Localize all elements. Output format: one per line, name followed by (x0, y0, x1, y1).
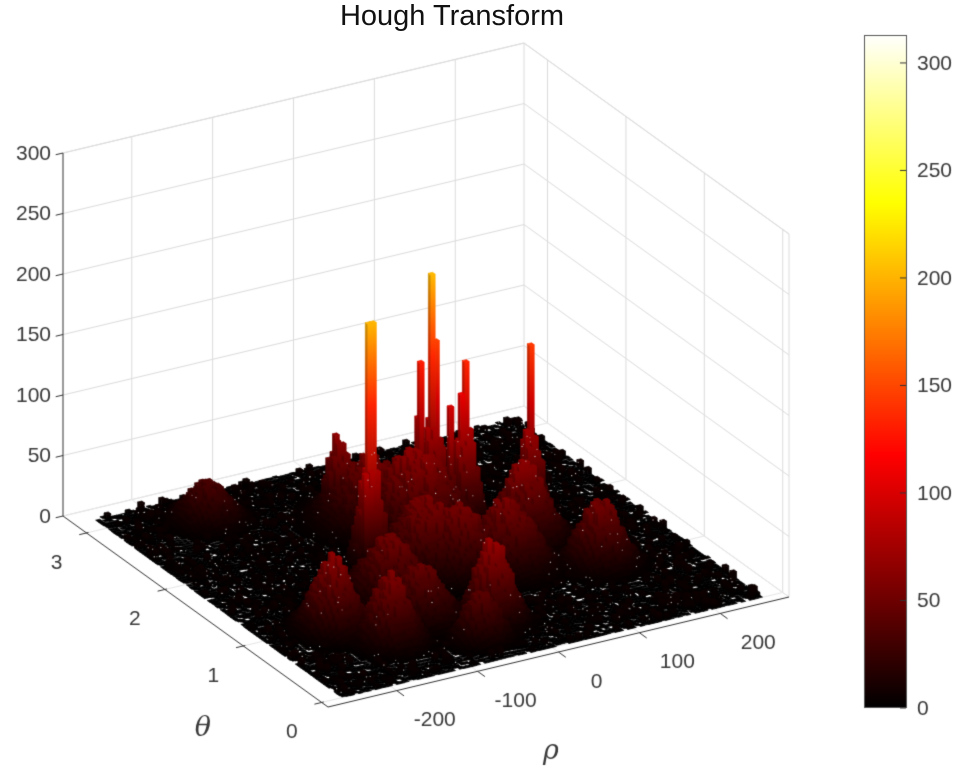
chart-title: Hough Transform (339, 0, 565, 32)
